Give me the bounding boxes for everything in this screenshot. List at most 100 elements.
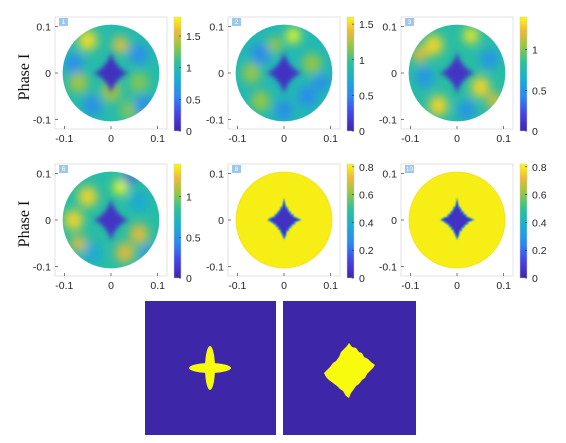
disk-outline xyxy=(62,171,160,269)
inclusion xyxy=(440,197,475,240)
blob xyxy=(83,242,102,263)
blob xyxy=(70,235,86,252)
colorbar-tick-label: 0.6 xyxy=(532,190,547,202)
x-tick-label: 0 xyxy=(108,280,114,292)
panel-3: 3 -0.1 0 0.1 0.1 0 -0.1 0 0.5 1 xyxy=(379,16,547,145)
x-tick-label: 0.1 xyxy=(496,133,511,145)
reconstruction-disk xyxy=(408,24,506,122)
blob xyxy=(112,36,128,54)
blob xyxy=(78,30,97,51)
colorbar-tick-label: 0.5 xyxy=(359,90,374,102)
disk-outline xyxy=(235,171,333,269)
inclusion-core xyxy=(266,52,302,94)
row-label-2: Phase I xyxy=(16,201,33,248)
blob xyxy=(412,46,428,63)
blob xyxy=(463,27,479,44)
y-tick-label: -0.1 xyxy=(379,262,397,274)
panel-badge xyxy=(59,18,68,26)
colorbar xyxy=(173,163,182,279)
colorbar xyxy=(173,16,182,132)
x-tick-label: 0 xyxy=(454,133,460,145)
colorbar-tick-label: 0.5 xyxy=(186,94,201,106)
reconstruction-disk xyxy=(62,171,160,269)
blob xyxy=(64,53,83,74)
ground-truth-right xyxy=(283,301,416,435)
colorbar-tick-label: 1 xyxy=(186,192,192,204)
inclusion-core xyxy=(442,200,473,238)
blob xyxy=(480,48,499,70)
blob xyxy=(429,95,448,116)
x-tick-label: 0 xyxy=(454,280,460,292)
blob-texture xyxy=(64,171,156,263)
colorbar-tick-label: 1.5 xyxy=(359,19,374,31)
blob xyxy=(302,53,322,74)
y-tick-label: -0.1 xyxy=(206,115,224,127)
inclusion-core xyxy=(93,52,129,94)
colorbar-tick-label: 0.8 xyxy=(532,162,547,174)
blob xyxy=(275,101,293,120)
panel-badge xyxy=(405,165,414,173)
colorbar-tick-label: 1 xyxy=(186,63,192,75)
panel-1: 1 -0.1 0 0.1 0.1 0 -0.1 0 0.5 1 1.5 xyxy=(33,16,201,145)
reconstruction-disk xyxy=(408,171,506,269)
colorbar-tick-label: 0 xyxy=(532,126,538,138)
y-tick-label: 0 xyxy=(391,215,397,227)
colorbar xyxy=(346,16,355,132)
panel-badge-label: 2 xyxy=(235,19,239,26)
y-tick-label: -0.1 xyxy=(33,115,51,127)
x-tick-label: 0.1 xyxy=(323,280,338,292)
blob xyxy=(471,76,490,98)
blob xyxy=(298,86,317,107)
panel-badge-label: 1 xyxy=(62,19,66,26)
colorbar-tick-label: 0.8 xyxy=(359,162,374,174)
y-tick-label: 0.1 xyxy=(382,21,397,33)
colorbar-tick-label: 0 xyxy=(532,273,538,285)
x-tick-label: -0.1 xyxy=(228,280,246,292)
y-tick-label: -0.1 xyxy=(379,115,397,127)
y-tick-label: 0.1 xyxy=(209,21,224,33)
blob xyxy=(415,67,434,88)
colorbar-tick-label: 0.2 xyxy=(532,245,547,257)
blob xyxy=(251,90,270,112)
colorbar-tick-label: 0 xyxy=(359,126,365,138)
blob xyxy=(267,36,283,54)
blob-texture xyxy=(412,27,502,121)
blob xyxy=(64,209,83,231)
cross-horizontal-arm xyxy=(189,363,231,373)
x-tick-label: 0 xyxy=(281,280,287,292)
cross-inclusion xyxy=(189,346,231,390)
y-tick-label: 0.1 xyxy=(209,168,224,180)
x-tick-label: 0.1 xyxy=(150,280,165,292)
inclusion xyxy=(93,52,129,94)
reconstruction-disk xyxy=(235,24,333,122)
x-tick-label: 0.1 xyxy=(496,280,511,292)
y-tick-label: 0.1 xyxy=(382,168,397,180)
panel-badge-label: 8 xyxy=(235,166,239,173)
blob xyxy=(129,44,149,65)
panel-badge xyxy=(59,165,68,173)
blob xyxy=(424,34,443,56)
blob xyxy=(129,72,149,93)
panel-badge xyxy=(232,165,241,173)
panel-badge xyxy=(405,18,414,26)
blob xyxy=(242,62,261,84)
colorbar-tick-label: 0 xyxy=(186,273,192,285)
reconstruction-disk xyxy=(235,171,333,269)
colorbar xyxy=(519,16,528,132)
colorbar-tick-label: 0.4 xyxy=(359,217,374,229)
inclusion-core xyxy=(93,199,129,241)
blob-texture xyxy=(242,27,329,120)
blob xyxy=(457,100,476,121)
inclusion-core xyxy=(439,52,475,94)
y-tick-label: 0.1 xyxy=(36,21,51,33)
colorbar xyxy=(346,163,355,279)
blob xyxy=(129,223,149,245)
panel-badge-label: 10 xyxy=(406,166,414,173)
y-tick-label: -0.1 xyxy=(206,262,224,274)
colorbar-tick-label: 1 xyxy=(532,45,538,57)
rough-diamond-inclusion xyxy=(324,343,375,398)
colorbar-tick-label: 0 xyxy=(359,273,365,285)
inclusion-core xyxy=(269,200,300,238)
x-tick-label: 0.1 xyxy=(323,133,338,145)
y-tick-label: 0 xyxy=(218,68,224,80)
